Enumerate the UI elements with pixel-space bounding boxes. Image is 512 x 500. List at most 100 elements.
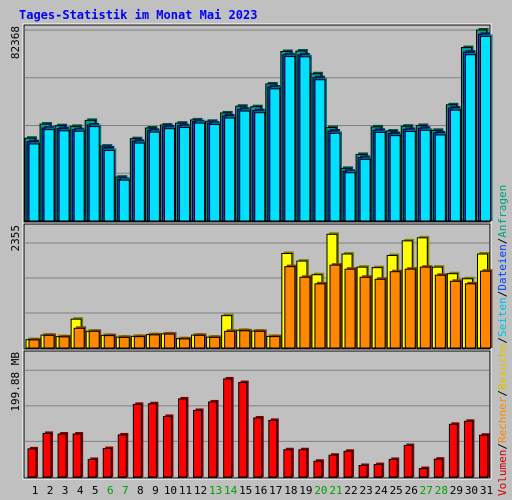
legend-item-anfragen: Anfragen [496,185,509,238]
bar-seiten-day-25 [389,135,401,222]
x-tick-label-day-19: 19 [299,484,312,497]
bar-rechner-day-25 [389,271,401,349]
x-tick-label-day-8: 8 [137,484,144,497]
bar-rechner-day-20 [314,283,326,349]
bar-rechner-day-11 [179,338,190,349]
x-tick-label-day-16: 16 [254,484,267,497]
bar-volumen-day-28 [433,458,443,478]
bar-rechner-day-1 [28,339,40,349]
x-tick-label-day-18: 18 [284,484,297,497]
bar-seiten-day-5 [88,126,100,222]
bar-volumen-day-3 [57,433,67,478]
bar-volumen-day-21 [328,454,338,478]
bar-rechner-day-9 [148,334,160,349]
bar-volumen-day-27 [418,468,428,478]
bar-volumen-day-30 [463,420,473,478]
bar-seiten-day-16 [254,112,266,222]
legend-item-volumen: Volumen [496,450,509,496]
bar-rechner-day-16 [254,330,266,349]
panel-2: 2355 [9,222,493,351]
legend-separator: / [496,443,509,450]
bar-rechner-day-17 [269,336,281,349]
bar-volumen-day-8 [132,403,142,478]
bar-rechner-day-21 [329,264,341,349]
bar-seiten-day-22 [344,172,356,222]
bar-seiten-day-30 [464,54,476,222]
bar-volumen-day-6 [102,448,112,478]
bar-volumen-day-25 [388,458,398,478]
y-axis-max-label: 199.88 MB [9,352,22,412]
x-tick-label-day-28: 28 [435,484,448,497]
bar-volumen-day-15 [238,382,248,478]
bar-seiten-day-27 [419,129,431,222]
bar-rechner-day-5 [88,330,100,349]
legend-separator: / [496,238,509,245]
bar-seiten-day-11 [179,127,190,222]
legend-separator: / [496,390,509,397]
x-tick-label-day-23: 23 [359,484,372,497]
bar-rechner-day-30 [464,283,476,349]
bar-seiten-day-12 [194,122,206,222]
bar-rechner-day-3 [58,336,70,349]
bar-rechner-day-28 [434,274,446,349]
bar-rechner-day-14 [224,330,236,349]
bar-volumen-day-22 [343,450,353,478]
x-tick-label-day-15: 15 [239,484,252,497]
bar-rechner-day-4 [73,327,85,349]
bar-rechner-day-2 [43,334,55,349]
x-tick-label-day-7: 7 [122,484,129,497]
bar-rechner-day-10 [163,333,175,349]
y-axis-max-label: 82368 [9,26,22,59]
legend-item-rechner: Rechner [496,396,509,443]
x-tick-label-day-20: 20 [314,484,327,497]
bar-seiten-day-10 [163,128,175,222]
bar-volumen-day-9 [147,403,157,478]
bar-rechner-day-6 [103,335,115,349]
bar-rechner-day-15 [239,330,251,349]
bar-rechner-day-23 [359,276,371,349]
bar-volumen-day-29 [448,423,458,478]
bar-volumen-day-12 [193,409,203,478]
x-tick-label-day-22: 22 [344,484,357,497]
bar-volumen-day-18 [283,449,293,478]
x-tick-label-day-14: 14 [224,484,238,497]
bar-seiten-day-13 [209,124,221,222]
bar-seiten-day-29 [449,109,461,222]
chart-legend: Volumen/Rechner/Besuche/Seiten/Dateien/A… [496,185,509,496]
x-tick-label-day-4: 4 [77,484,84,497]
bar-volumen-day-23 [358,464,368,478]
bar-seiten-day-26 [404,130,416,222]
bar-seiten-day-6 [103,150,115,222]
bar-seiten-day-20 [314,79,326,222]
panel-1: 82368 [9,23,493,224]
bar-volumen-day-24 [373,464,383,478]
x-tick-label-day-29: 29 [450,484,463,497]
bar-volumen-day-20 [313,460,323,478]
bar-seiten-day-31 [480,35,491,222]
bar-volumen-day-10 [162,415,172,478]
bar-seiten-day-7 [118,179,130,222]
bar-rechner-day-7 [118,336,130,349]
x-tick-label-day-10: 10 [164,484,177,497]
x-tick-label-day-12: 12 [194,484,207,497]
bar-rechner-day-29 [449,280,461,349]
y-axis-max-label: 2355 [9,225,22,252]
bar-seiten-day-23 [359,158,371,222]
bar-seiten-day-17 [269,88,281,222]
bar-rechner-day-8 [133,336,145,349]
x-tick-label-day-21: 21 [329,484,342,497]
bar-rechner-day-18 [284,266,296,349]
legend-separator: / [496,291,509,298]
bar-volumen-day-26 [403,445,413,478]
bar-seiten-day-24 [374,131,386,222]
bar-rechner-day-19 [299,276,311,349]
bar-volumen-day-2 [42,432,52,478]
bar-seiten-day-28 [434,134,446,222]
x-tick-label-day-1: 1 [32,484,39,497]
x-tick-label-day-2: 2 [47,484,54,497]
bar-seiten-day-9 [148,131,160,222]
bar-volumen-day-19 [298,449,308,478]
panel-frame-light [22,349,492,480]
